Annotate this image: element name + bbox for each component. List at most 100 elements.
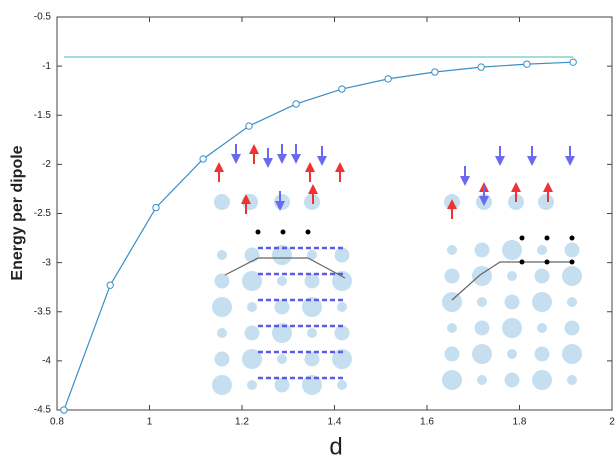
series-marker (523, 60, 531, 68)
inset-dot (255, 229, 261, 235)
inset-arrow-head (291, 154, 301, 164)
inset-site (242, 271, 262, 291)
x-tick-label: 1.8 (513, 417, 527, 428)
inset-site (477, 297, 487, 307)
x-tick-label: 2 (609, 417, 615, 428)
y-tick-label: -3.5 (34, 306, 52, 317)
inset-arrow-head (275, 201, 285, 211)
inset-site (507, 349, 517, 359)
inset-site (507, 271, 517, 281)
inset-arrow-head (479, 196, 489, 206)
inset-arrow-head (308, 184, 318, 194)
inset-site (534, 268, 550, 284)
inset-site (447, 323, 457, 333)
inset-site (472, 344, 492, 364)
y-tick-label: -3 (42, 257, 51, 268)
inset-site (214, 351, 230, 367)
y-tick-label: -1.5 (34, 110, 52, 121)
inset-site (302, 375, 322, 395)
x-tick-label: 1.2 (235, 417, 249, 428)
inset-site (442, 292, 462, 312)
inset-site (504, 294, 520, 310)
inset-site (214, 194, 230, 210)
inset-site (562, 266, 582, 286)
x-tick-label: 1.4 (328, 417, 342, 428)
inset-site (567, 375, 577, 385)
y-tick-label: -2 (42, 159, 51, 170)
inset-arrow-head (305, 162, 315, 172)
inset-site (334, 325, 350, 341)
inset-site (277, 354, 287, 364)
inset-site (564, 320, 580, 336)
inset-site (304, 351, 320, 367)
x-axis-label: d (329, 433, 342, 460)
series-marker (477, 63, 485, 71)
series-marker (245, 122, 253, 130)
inset-dot (544, 235, 550, 241)
inset-site (532, 370, 552, 390)
inset-arrow-head (263, 158, 273, 168)
inset-site (332, 349, 352, 369)
series-marker (338, 85, 346, 93)
inset-site (274, 299, 290, 315)
series-marker (569, 58, 577, 66)
inset-dot (305, 229, 311, 235)
inset-site (562, 344, 582, 364)
inset-arrow-head (495, 156, 505, 166)
y-tick-label: -2.5 (34, 208, 52, 219)
series-marker (152, 203, 160, 212)
inset-site (277, 276, 287, 286)
inset-arrow-head (511, 182, 521, 192)
x-tick-label: 1 (147, 417, 153, 428)
inset-site (474, 320, 490, 336)
inset-site (214, 273, 230, 289)
inset-arrow-head (214, 162, 224, 172)
inset-site (442, 370, 462, 390)
inset-site (564, 242, 580, 258)
inset-site (244, 247, 260, 263)
inset-site (244, 325, 260, 341)
inset-arrow-head (249, 144, 259, 154)
inset-site (534, 346, 550, 362)
inset-arrow-head (317, 156, 327, 166)
inset-site (538, 194, 554, 210)
inset-site (502, 318, 522, 338)
inset-illustrations (212, 144, 582, 395)
inset-dot (519, 235, 525, 241)
inset-dot (280, 229, 286, 235)
inset-arrow-head (241, 194, 251, 204)
series-marker (106, 281, 114, 289)
inset-site (504, 372, 520, 388)
inset-site (212, 297, 232, 317)
inset-site (444, 346, 460, 362)
x-tick-label: 1.6 (420, 417, 434, 428)
inset-site (247, 302, 257, 312)
inset-site (502, 240, 522, 260)
inset-site (537, 323, 547, 333)
inset-site (247, 380, 257, 390)
inset-site (537, 245, 547, 255)
inset-site (212, 375, 232, 395)
series-marker (292, 100, 300, 108)
inset-dot (569, 259, 575, 265)
y-tick-label: -1 (42, 61, 51, 72)
y-axis-label: Energy per dipole (9, 145, 26, 280)
inset-site (477, 375, 487, 385)
series-marker (431, 68, 439, 76)
inset-site (242, 349, 262, 369)
inset-site (532, 292, 552, 312)
inset-arrow-head (447, 199, 457, 209)
inset-site (217, 328, 227, 338)
series-marker (199, 155, 207, 163)
inset-site (474, 242, 490, 258)
inset-site (447, 245, 457, 255)
series-marker (384, 75, 392, 83)
inset-arrow-head (277, 154, 287, 164)
inset-dot (519, 259, 525, 265)
inset-site (272, 323, 292, 343)
inset-site (217, 250, 227, 260)
inset-site (304, 273, 320, 289)
y-tick-label: -4.5 (34, 405, 52, 416)
inset-site (334, 247, 350, 263)
